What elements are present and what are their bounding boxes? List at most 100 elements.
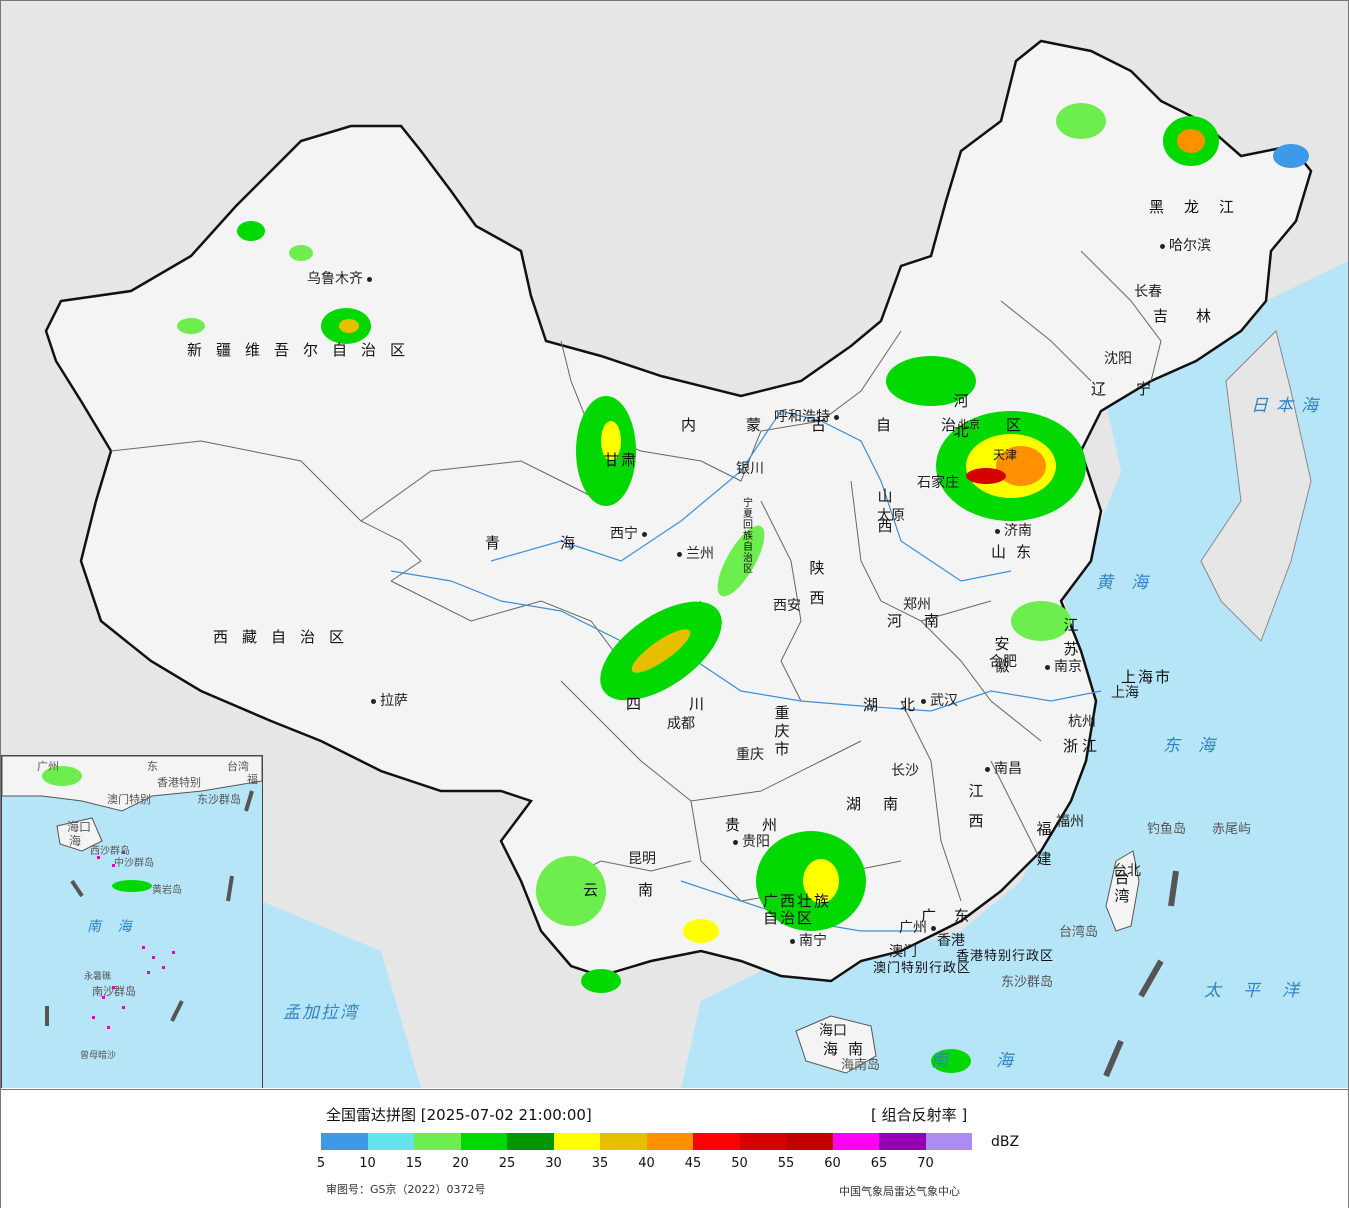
city-xian: 西安	[773, 598, 801, 614]
label-jiangsu: 江苏	[1063, 616, 1079, 658]
scale-tick-label: 45	[684, 1156, 702, 1171]
south-china-sea-inset: 广州 香港特别 澳门特别 台湾 东沙群岛 东 福 海口 海 西沙群岛 中沙群岛 …	[1, 755, 263, 1088]
island-chiwei: 赤尾屿	[1212, 822, 1252, 837]
city-guiyang: 贵阳	[729, 834, 770, 850]
province-boundaries	[110, 250, 1162, 902]
city-lhasa: 拉萨	[367, 693, 408, 709]
city-guangzhou: 广州	[899, 920, 940, 936]
scale-tick-label: 15	[405, 1156, 423, 1171]
sea-bengal: 孟加拉湾	[283, 1003, 359, 1023]
scale-tick-label: 25	[498, 1156, 516, 1171]
city-nanning: 南宁	[786, 933, 827, 949]
unit-label: dBZ	[991, 1134, 1020, 1150]
radar-echoes	[177, 103, 1309, 1073]
color-scale-ticks: 5 10 15 20 25 30 35 40 45 50 55 60 65 70	[317, 1156, 981, 1174]
inset-fujian: 福	[247, 773, 258, 786]
label-beijing: 北京	[958, 418, 980, 431]
city-taipei: 台北	[1113, 863, 1141, 879]
label-anhui: 安徽	[994, 635, 1010, 675]
agency-name: 中国气象局雷达气象中心	[839, 1185, 960, 1198]
label-zhejiang: 浙江	[1063, 737, 1102, 755]
city-hangzhou: 杭州	[1068, 714, 1096, 730]
scale-tick-label: 5	[316, 1156, 326, 1171]
color-scale-bar	[321, 1133, 972, 1150]
scale-tick-label: 50	[731, 1156, 748, 1171]
scale-tick-label: 55	[777, 1156, 795, 1171]
sea-japan: 日本海	[1251, 396, 1326, 416]
scale-tick-label: 30	[545, 1156, 562, 1171]
label-shanxi: 山西	[877, 487, 893, 535]
inset-hainan: 海	[69, 834, 82, 848]
scale-tick-label: 70	[917, 1156, 934, 1171]
label-taiwan: 台湾	[1114, 869, 1130, 905]
color-swatch	[460, 1133, 507, 1150]
city-changchun: 长春	[1134, 284, 1162, 300]
scale-tick-label: 10	[359, 1156, 376, 1171]
legend-panel: 全国雷达拼图 [2025-07-02 21:00:00] [ 组合反射率 ] d…	[1, 1089, 1348, 1208]
label-sichuan: 四川	[626, 695, 753, 713]
color-swatch	[693, 1133, 740, 1150]
city-yinchuan: 银川	[736, 461, 764, 477]
boundary-dashes	[1103, 870, 1179, 1078]
bay-of-bengal-area	[261, 901, 421, 1088]
product-name: [ 组合反射率 ]	[871, 1106, 968, 1124]
color-swatch	[925, 1133, 972, 1150]
color-swatch	[832, 1133, 879, 1150]
sea-east: 东海	[1163, 736, 1233, 756]
city-nanchang: 南昌	[981, 761, 1022, 777]
city-urumqi: 乌鲁木齐	[307, 271, 376, 287]
scale-tick-label: 65	[870, 1156, 888, 1171]
label-guizhou: 贵州	[725, 816, 800, 834]
label-liaoning: 辽宁	[1091, 380, 1182, 398]
inset-hongkong: 香港特别	[157, 776, 201, 789]
inset-south-sea: 南 海	[87, 919, 138, 935]
label-ningxia: 宁夏回族自治区	[743, 498, 753, 575]
inset-huangyan: 黄岩岛	[152, 885, 182, 896]
label-xinjiang: 新疆维吾尔自治区	[187, 341, 420, 359]
taiwan-island-shape	[1105, 850, 1140, 932]
scale-tick-label: 35	[591, 1156, 609, 1171]
inset-guangdong: 东	[147, 760, 158, 773]
color-swatch	[367, 1133, 414, 1150]
city-jinan: 济南	[991, 523, 1032, 539]
city-taiyuan: 太原	[877, 508, 905, 524]
label-hebei: 河北	[953, 392, 969, 440]
label-gansu: 甘肃	[604, 451, 639, 469]
korea-japan-land	[1200, 330, 1312, 642]
city-chongqing: 重庆	[736, 747, 764, 763]
island-diaoyu: 钓鱼岛	[1147, 822, 1187, 837]
label-henan: 河南	[887, 612, 962, 630]
color-swatch	[321, 1133, 368, 1150]
label-chongqing: 重庆市	[774, 704, 790, 758]
label-xizang: 西藏自治区	[213, 628, 359, 646]
label-hubei: 湖北	[863, 696, 938, 714]
label-shanghai: 上海市	[1121, 668, 1173, 686]
color-swatch	[786, 1133, 833, 1150]
sea-pacific: 太平洋	[1204, 981, 1321, 1001]
city-shijiazhuang: 石家庄	[917, 475, 959, 491]
city-kunming: 昆明	[628, 851, 656, 867]
inset-graphic	[2, 756, 262, 1029]
city-wuhan: 武汉	[917, 693, 958, 709]
color-swatch	[600, 1133, 647, 1150]
city-changsha: 长沙	[891, 763, 919, 779]
label-guangxi: 广西壮族自治区	[763, 892, 832, 927]
inset-dongsha: 东沙群岛	[197, 793, 241, 806]
city-shenyang: 沈阳	[1104, 351, 1132, 367]
color-swatch	[553, 1133, 600, 1150]
label-guangdong: 广东	[921, 907, 988, 925]
label-heilongjiang: 黑龙江	[1149, 198, 1255, 216]
label-hongkong-sar: 香港特别行政区	[956, 949, 1055, 964]
label-yunnan: 云南	[583, 881, 694, 899]
city-xining: 西宁	[610, 526, 651, 542]
city-hongkong: 香港	[937, 933, 965, 949]
label-shandong: 山东	[991, 543, 1042, 561]
color-swatch	[646, 1133, 693, 1150]
inset-taiwan: 台湾	[227, 760, 249, 773]
city-shanghai: 上海	[1111, 685, 1139, 701]
china-land	[44, 39, 1313, 983]
inset-zhongsha: 中沙群岛	[114, 858, 154, 869]
color-swatch	[507, 1133, 554, 1150]
inset-xisha: 西沙群岛	[90, 846, 130, 857]
island-dongsha: 东沙群岛	[1001, 975, 1054, 990]
